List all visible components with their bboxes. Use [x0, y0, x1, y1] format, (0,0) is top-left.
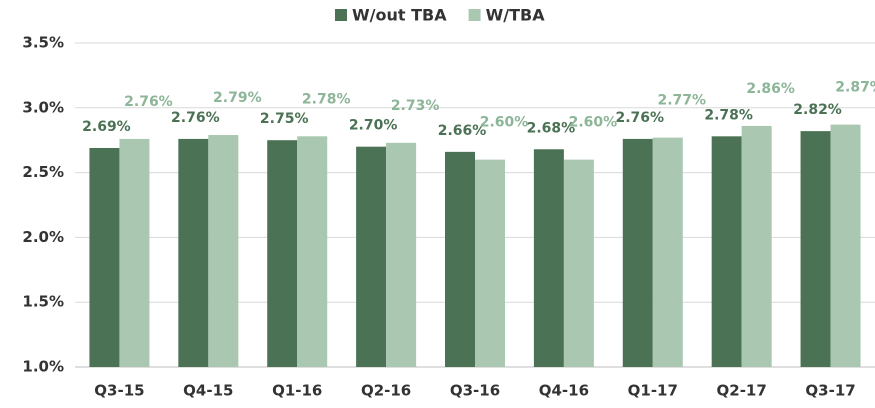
- legend-swatch: [468, 9, 481, 21]
- legend-label: W/TBA: [486, 6, 546, 25]
- bar: [533, 149, 564, 367]
- value-label: 2.82%: [793, 102, 842, 118]
- value-label: 2.73%: [391, 98, 440, 114]
- bar: [445, 151, 475, 367]
- value-label: 2.76%: [171, 110, 220, 126]
- legend-label: W/out TBA: [352, 6, 447, 25]
- bar: [267, 140, 298, 367]
- y-tick-label: 1.5%: [22, 293, 64, 311]
- value-label: 2.77%: [657, 93, 706, 109]
- value-label: 2.79%: [213, 90, 262, 106]
- y-tick-label: 2.5%: [22, 163, 64, 181]
- bar: [563, 159, 594, 367]
- bar: [356, 146, 387, 367]
- bar: [297, 136, 328, 367]
- y-tick-label: 3.5%: [22, 34, 64, 52]
- x-tick-label: Q3-17: [805, 382, 855, 400]
- value-label: 2.70%: [349, 118, 398, 134]
- x-tick-label: Q4-15: [183, 382, 233, 400]
- x-tick-label: Q2-17: [717, 382, 767, 400]
- y-tick-label: 1.0%: [22, 358, 64, 376]
- x-tick-label: Q3-16: [450, 382, 500, 400]
- value-label: 2.86%: [746, 81, 795, 97]
- bar: [741, 125, 772, 367]
- bar: [800, 131, 831, 367]
- value-label: 2.69%: [82, 119, 131, 135]
- x-tick-label: Q3-15: [94, 382, 144, 400]
- value-label: 2.87%: [835, 80, 875, 96]
- bar: [622, 138, 653, 367]
- value-label: 2.76%: [615, 110, 664, 126]
- bar: [475, 159, 505, 367]
- y-tick-label: 3.0%: [22, 98, 64, 116]
- value-label: 2.68%: [527, 120, 576, 136]
- bar: [711, 136, 742, 367]
- bar: [830, 124, 861, 367]
- value-label: 2.78%: [704, 107, 753, 123]
- legend-swatch: [335, 9, 347, 21]
- value-label: 2.60%: [480, 115, 529, 131]
- bar: [119, 138, 150, 367]
- value-label: 2.60%: [569, 115, 618, 131]
- x-tick-label: Q1-16: [272, 382, 322, 400]
- bar: [386, 142, 417, 367]
- value-label: 2.66%: [438, 123, 487, 139]
- bar: [208, 135, 239, 367]
- bar: [178, 138, 209, 367]
- x-tick-label: Q4-16: [539, 382, 589, 400]
- x-tick-label: Q2-16: [361, 382, 411, 400]
- value-label: 2.75%: [260, 111, 309, 127]
- y-tick-label: 2.0%: [22, 228, 64, 246]
- x-tick-label: Q1-17: [628, 382, 678, 400]
- value-label: 2.76%: [124, 94, 173, 110]
- value-label: 2.78%: [302, 91, 351, 107]
- bar: [89, 147, 120, 367]
- bar: [652, 137, 683, 367]
